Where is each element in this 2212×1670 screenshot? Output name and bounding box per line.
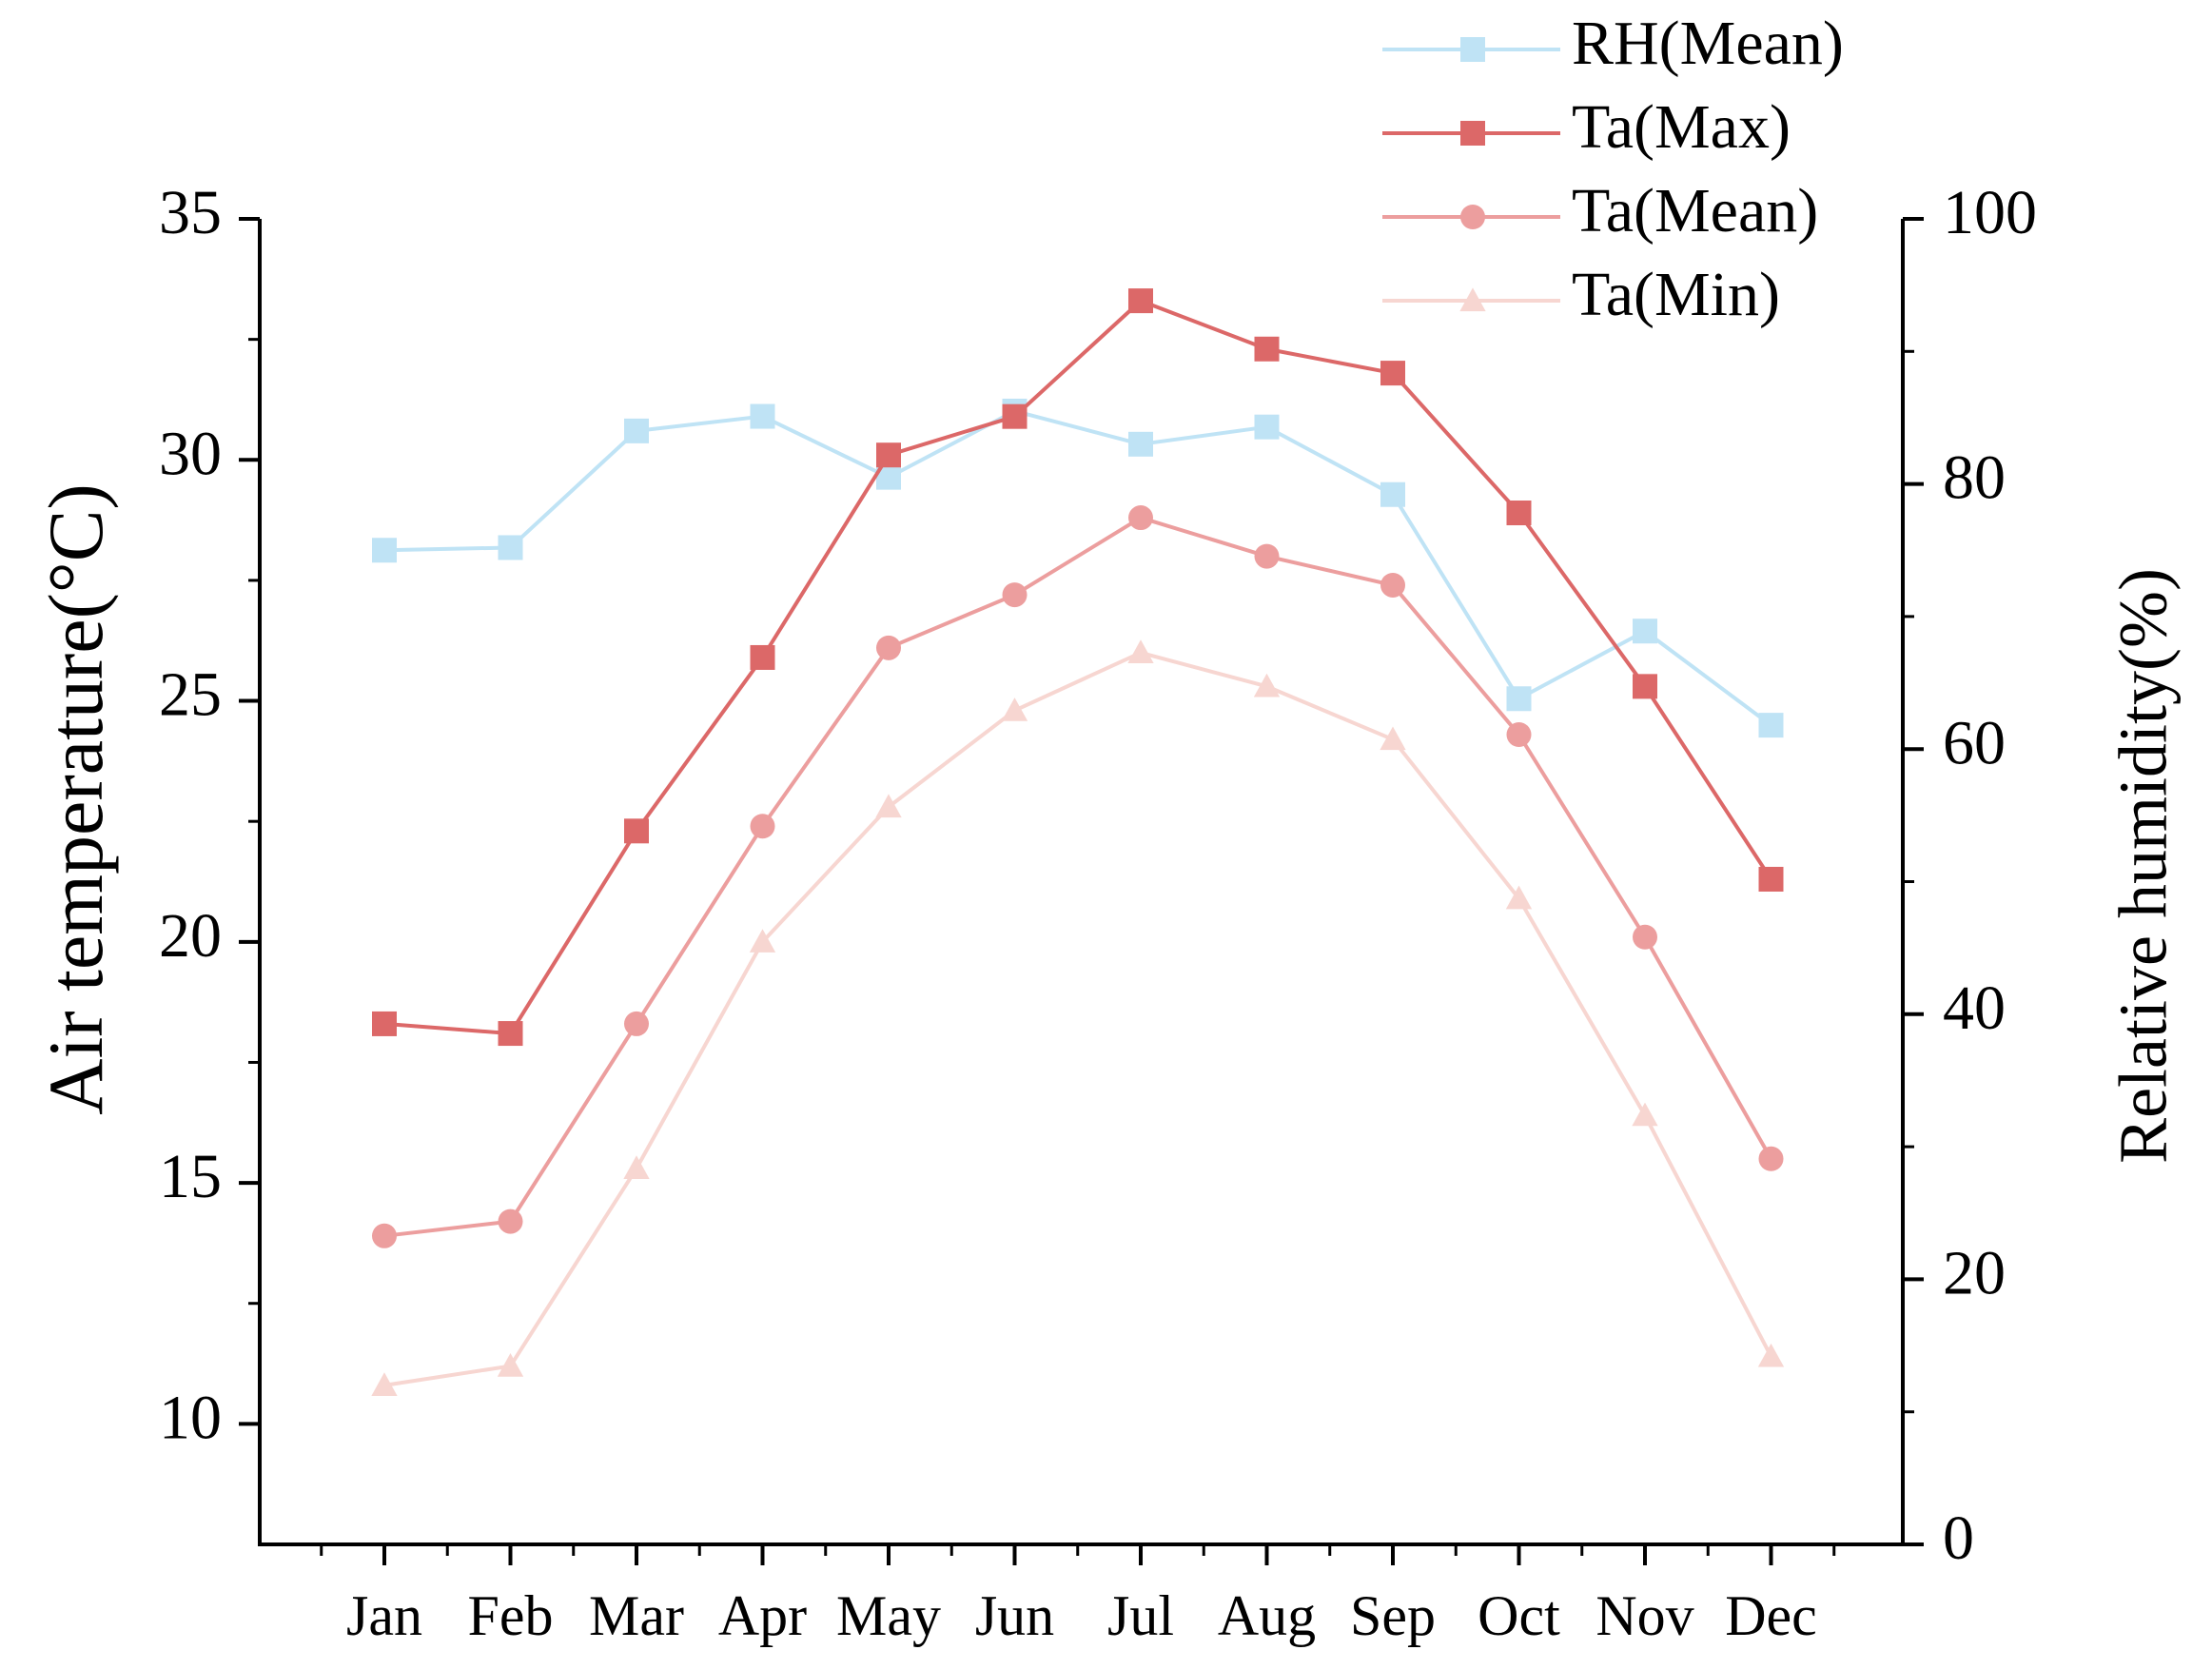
series-line-ta-max xyxy=(383,299,1773,1036)
x-tick-label-mar: Mar xyxy=(589,1584,684,1647)
legend-marker-rh-mean xyxy=(1460,37,1485,62)
point-ta-max-aug xyxy=(1254,336,1280,362)
point-ta-max-feb xyxy=(498,1021,523,1047)
legend-label-ta-min: Ta(Min) xyxy=(1572,260,1780,329)
legend-item-ta-mean: Ta(Mean) xyxy=(1382,176,1818,246)
legend-marker-ta-mean xyxy=(1460,205,1485,229)
left-tick-label: 35 xyxy=(159,178,222,247)
left-tick-label: 15 xyxy=(159,1142,222,1211)
point-ta-min-jun xyxy=(1001,697,1028,721)
right-ticks: 0 20 40 60 80 100 xyxy=(1903,178,2037,1573)
series-line-ta-min xyxy=(383,650,1773,1387)
point-ta-min-may xyxy=(875,794,902,818)
right-tick-label: 20 xyxy=(1943,1239,2006,1308)
point-ta-mean-dec xyxy=(1758,1146,1784,1171)
x-tick-label-aug: Aug xyxy=(1218,1584,1316,1647)
series-layer xyxy=(371,288,1785,1396)
x-tick-label-dec: Dec xyxy=(1725,1584,1817,1647)
left-tick-label: 10 xyxy=(159,1384,222,1453)
x-tick-label-apr: Apr xyxy=(718,1584,807,1647)
point-rh-mean-mar xyxy=(624,418,649,443)
right-axis-title: Relative humidity(%) xyxy=(2105,568,2182,1164)
left-tick-label: 25 xyxy=(159,660,222,730)
point-rh-mean-jan xyxy=(372,538,397,563)
point-ta-mean-nov xyxy=(1633,924,1657,950)
legend-label-ta-max: Ta(Max) xyxy=(1572,92,1791,162)
point-ta-max-oct xyxy=(1506,500,1532,525)
point-ta-min-nov xyxy=(1632,1102,1658,1127)
point-rh-mean-aug xyxy=(1254,414,1280,440)
legend-item-ta-max: Ta(Max) xyxy=(1382,92,1791,162)
legend-item-ta-min: Ta(Min) xyxy=(1382,260,1780,329)
series-rh-mean xyxy=(372,398,1784,738)
point-ta-max-may xyxy=(876,442,901,468)
x-tick-label-jun: Jun xyxy=(975,1584,1054,1647)
point-rh-mean-sep xyxy=(1380,481,1405,507)
left-tick-label: 30 xyxy=(159,419,222,488)
point-ta-max-jun xyxy=(1002,403,1028,429)
legend-item-rh-mean: RH(Mean) xyxy=(1382,9,1844,78)
point-ta-min-apr xyxy=(749,929,776,953)
left-axis-title: Air temperature(°C) xyxy=(32,483,119,1114)
point-ta-min-jul xyxy=(1127,639,1154,664)
x-tick-label-nov: Nov xyxy=(1595,1584,1693,1647)
left-tick-label: 20 xyxy=(159,901,222,971)
right-tick-label: 60 xyxy=(1943,708,2006,777)
point-ta-max-jan xyxy=(372,1011,397,1036)
point-rh-mean-oct xyxy=(1506,686,1532,712)
point-ta-min-jan xyxy=(371,1372,398,1396)
x-ticks: Jan Feb Mar Apr May Jun Jul Aug Sep Oct Nov Dec xyxy=(320,1544,1836,1647)
point-ta-mean-may xyxy=(876,635,901,660)
point-ta-mean-sep xyxy=(1380,572,1405,598)
point-rh-mean-nov xyxy=(1633,619,1657,644)
series-line-rh-mean xyxy=(383,408,1772,727)
x-tick-label-sep: Sep xyxy=(1350,1584,1436,1647)
point-ta-min-sep xyxy=(1380,726,1406,751)
series-ta-mean xyxy=(372,505,1784,1248)
right-tick-label: 0 xyxy=(1943,1503,1974,1573)
point-ta-max-nov xyxy=(1633,674,1657,699)
point-rh-mean-dec xyxy=(1758,713,1784,738)
legend-label-rh-mean: RH(Mean) xyxy=(1572,9,1844,78)
series-ta-min xyxy=(371,639,1785,1396)
right-tick-label: 80 xyxy=(1943,443,2006,513)
point-ta-min-feb xyxy=(497,1352,524,1377)
point-ta-mean-feb xyxy=(498,1208,523,1234)
point-ta-min-oct xyxy=(1505,885,1533,910)
point-ta-mean-jul xyxy=(1128,505,1153,531)
axes xyxy=(258,219,1905,1546)
x-tick-label-oct: Oct xyxy=(1478,1584,1560,1647)
x-tick-label-feb: Feb xyxy=(468,1584,554,1647)
point-rh-mean-feb xyxy=(498,535,523,560)
point-ta-min-aug xyxy=(1253,673,1281,697)
legend-marker-ta-max xyxy=(1460,121,1485,146)
point-ta-mean-apr xyxy=(750,814,775,839)
series-line-ta-mean xyxy=(383,516,1773,1238)
point-ta-mean-mar xyxy=(624,1011,649,1036)
left-ticks: 10 15 20 25 30 35 xyxy=(159,178,260,1453)
legend: RH(Mean) Ta(Max) Ta(Mean) Ta(Min) xyxy=(1382,9,1844,329)
x-tick-label-jan: Jan xyxy=(346,1584,422,1647)
point-ta-max-mar xyxy=(624,818,649,844)
point-rh-mean-apr xyxy=(750,403,775,429)
legend-marker-ta-min xyxy=(1459,287,1486,312)
right-tick-label: 40 xyxy=(1943,973,2006,1043)
x-tick-label-jul: Jul xyxy=(1107,1584,1174,1647)
point-ta-mean-aug xyxy=(1254,543,1280,569)
right-tick-label: 100 xyxy=(1943,178,2037,247)
point-ta-max-sep xyxy=(1380,361,1405,386)
point-ta-min-mar xyxy=(623,1155,650,1180)
point-ta-max-jul xyxy=(1128,288,1153,314)
x-tick-label-may: May xyxy=(836,1584,941,1647)
legend-label-ta-mean: Ta(Mean) xyxy=(1572,176,1818,246)
point-ta-mean-jan xyxy=(372,1223,397,1248)
point-ta-mean-jun xyxy=(1002,582,1028,608)
point-ta-max-dec xyxy=(1758,866,1784,892)
point-ta-mean-oct xyxy=(1506,722,1532,748)
point-ta-max-apr xyxy=(750,644,775,670)
series-ta-max xyxy=(372,288,1784,1047)
point-ta-min-dec xyxy=(1757,1343,1785,1367)
point-rh-mean-jul xyxy=(1128,431,1153,457)
